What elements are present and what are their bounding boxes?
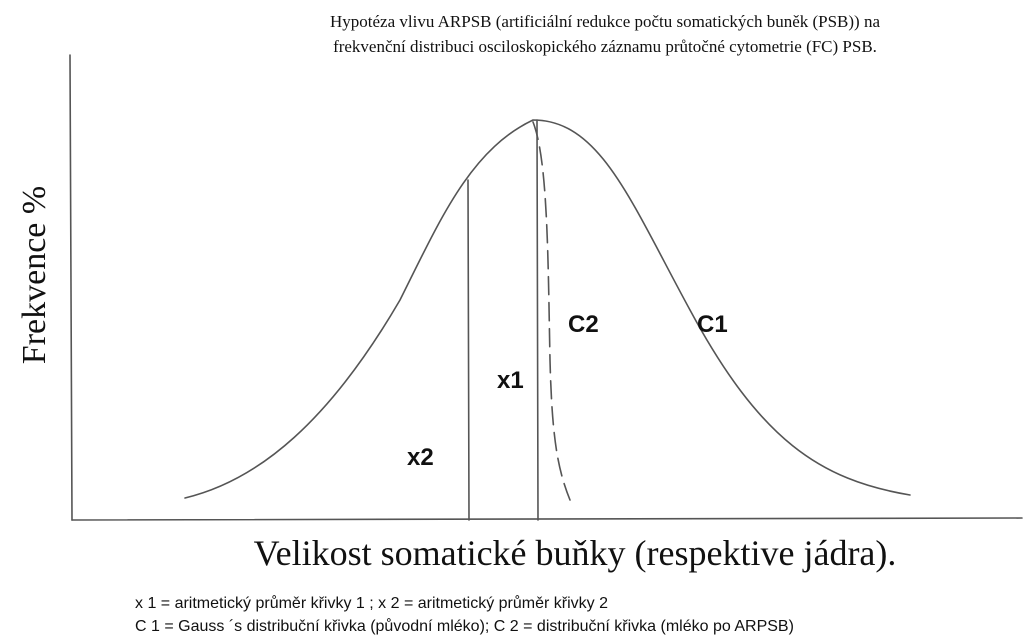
title-line: Hypotéza vlivu ARPSB (artificiální reduk… [330,12,880,31]
x-axis [71,517,1023,521]
mean-x2 [467,179,470,521]
label-c1: C1 [697,311,728,338]
label-c2: C2 [568,311,599,338]
y-axis-label: Frekvence % [16,186,53,364]
label-x1: x1 [497,367,524,394]
curve-c1 [184,119,911,499]
title-line: frekvenční distribuci osciloskopického z… [333,37,877,56]
legend-line: C 1 = Gauss ´s distribuční křivka (původ… [135,617,794,635]
legend-line: x 1 = aritmetický průměr křivky 1 ; x 2 … [135,594,608,612]
y-axis [69,54,73,521]
mean-x1 [536,119,539,521]
x-axis-label: Velikost somatické buňky (respektive jád… [254,533,897,573]
label-x2: x2 [407,444,434,471]
curve-c2 [532,121,571,501]
